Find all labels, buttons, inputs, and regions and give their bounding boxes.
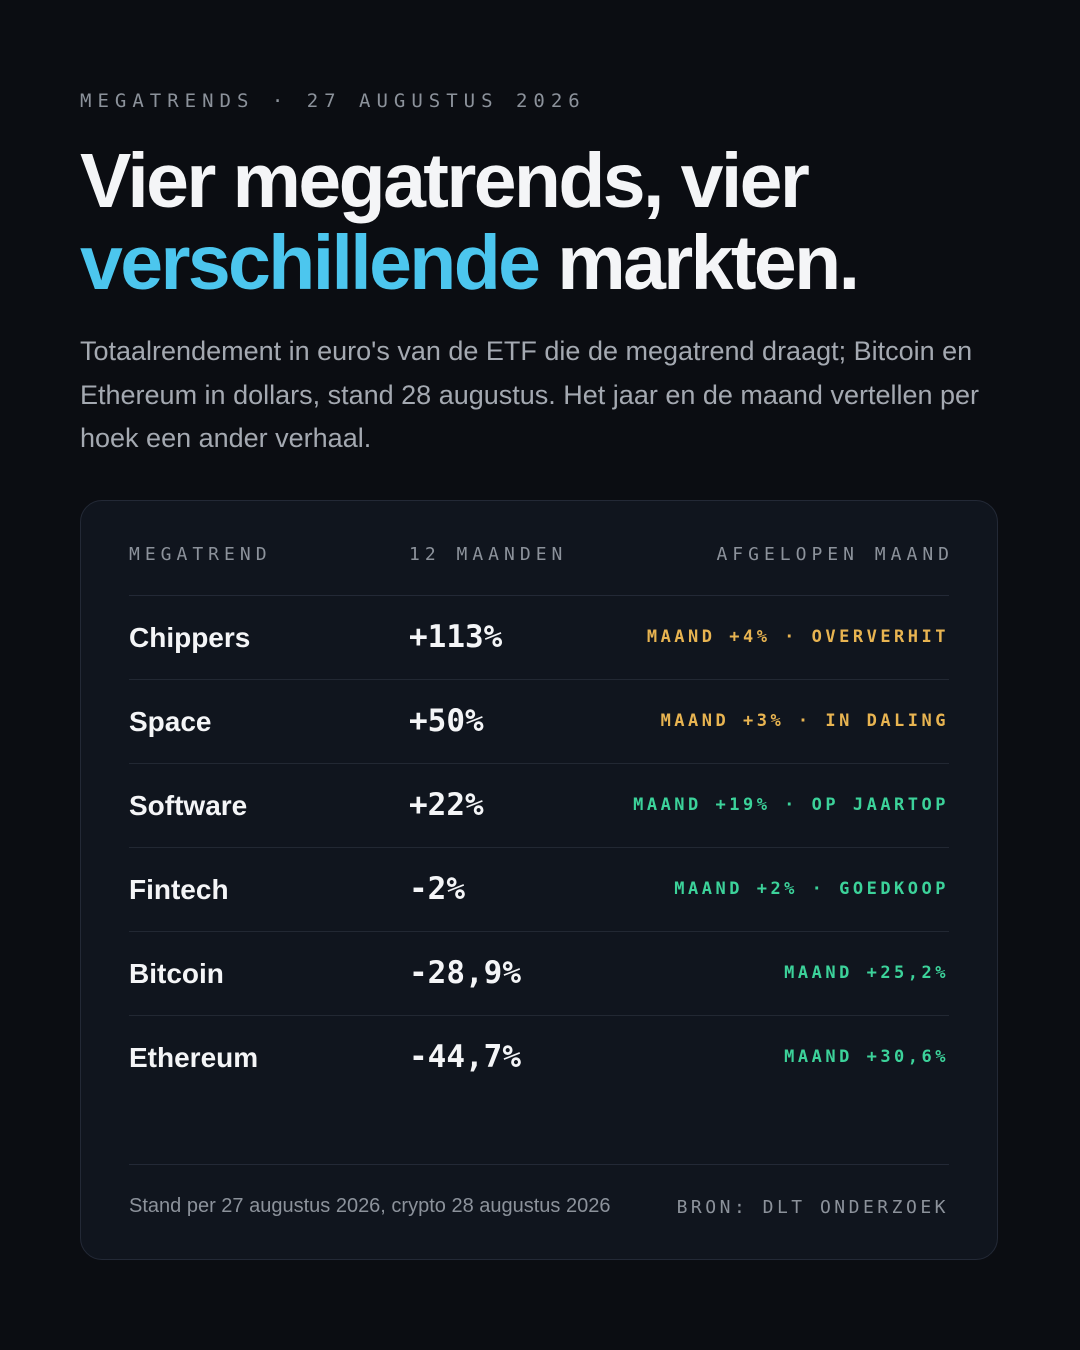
table-row: Ethereum -44,7% MAAND +30,6% bbox=[129, 1016, 949, 1099]
column-header-megatrend: MEGATREND bbox=[129, 544, 272, 565]
table-row: Fintech -2% MAAND +2% · GOEDKOOP bbox=[129, 848, 949, 932]
row-12-month-return: -28,9% bbox=[409, 955, 521, 991]
row-12-month-return: +113% bbox=[409, 619, 503, 655]
row-name: Ethereum bbox=[129, 1042, 259, 1073]
table-row: Chippers +113% MAAND +4% · OVERVERHIT bbox=[129, 596, 949, 680]
row-12-month-return: +50% bbox=[409, 703, 484, 739]
megatrend-rows: Chippers +113% MAAND +4% · OVERVERHIT Sp… bbox=[129, 596, 949, 1099]
row-name: Software bbox=[129, 790, 248, 821]
row-12-month-return: +22% bbox=[409, 787, 484, 823]
eyebrow-date: MEGATRENDS · 27 AUGUSTUS 2026 bbox=[80, 90, 586, 112]
row-month-status: MAAND +19% · OP JAARTOP bbox=[633, 795, 949, 815]
page-title: Vier megatrends, vier verschillende mark… bbox=[80, 140, 1020, 304]
row-month-status: MAAND +30,6% bbox=[784, 1047, 949, 1067]
footer-divider bbox=[129, 1164, 949, 1165]
column-header-last-month: AFGELOPEN MAAND bbox=[716, 544, 954, 565]
row-month-status: MAAND +3% · IN DALING bbox=[660, 711, 949, 731]
headline-accent-word: verschillende bbox=[80, 220, 541, 306]
row-name: Fintech bbox=[129, 874, 229, 905]
row-month-status: MAAND +25,2% bbox=[784, 963, 949, 983]
intro-paragraph: Totaalrendement in euro's van de ETF die… bbox=[80, 336, 980, 453]
column-header-12-months: 12 MAANDEN bbox=[409, 544, 568, 565]
megatrend-table-card: MEGATREND 12 MAANDEN AFGELOPEN MAAND Chi… bbox=[80, 500, 998, 1260]
headline-line-2-rest: markten. bbox=[538, 220, 860, 306]
row-month-status: MAAND +4% · OVERVERHIT bbox=[646, 627, 949, 647]
headline-line-1: Vier megatrends, vier bbox=[80, 138, 810, 224]
row-name: Bitcoin bbox=[129, 958, 224, 989]
row-month-status: MAAND +2% · GOEDKOOP bbox=[674, 879, 949, 899]
footer-source: BRON: DLT ONDERZOEK bbox=[676, 1197, 949, 1218]
row-12-month-return: -2% bbox=[409, 871, 465, 907]
row-name: Chippers bbox=[129, 622, 251, 653]
header-divider bbox=[129, 595, 949, 596]
row-12-month-return: -44,7% bbox=[409, 1039, 521, 1075]
table-row: Space +50% MAAND +3% · IN DALING bbox=[129, 680, 949, 764]
table-row: Bitcoin -28,9% MAAND +25,2% bbox=[129, 932, 949, 1016]
table-row: Software +22% MAAND +19% · OP JAARTOP bbox=[129, 764, 949, 848]
row-name: Space bbox=[129, 706, 212, 737]
footer-date-note: Stand per 27 augustus 2026, crypto 28 au… bbox=[129, 1195, 611, 1217]
